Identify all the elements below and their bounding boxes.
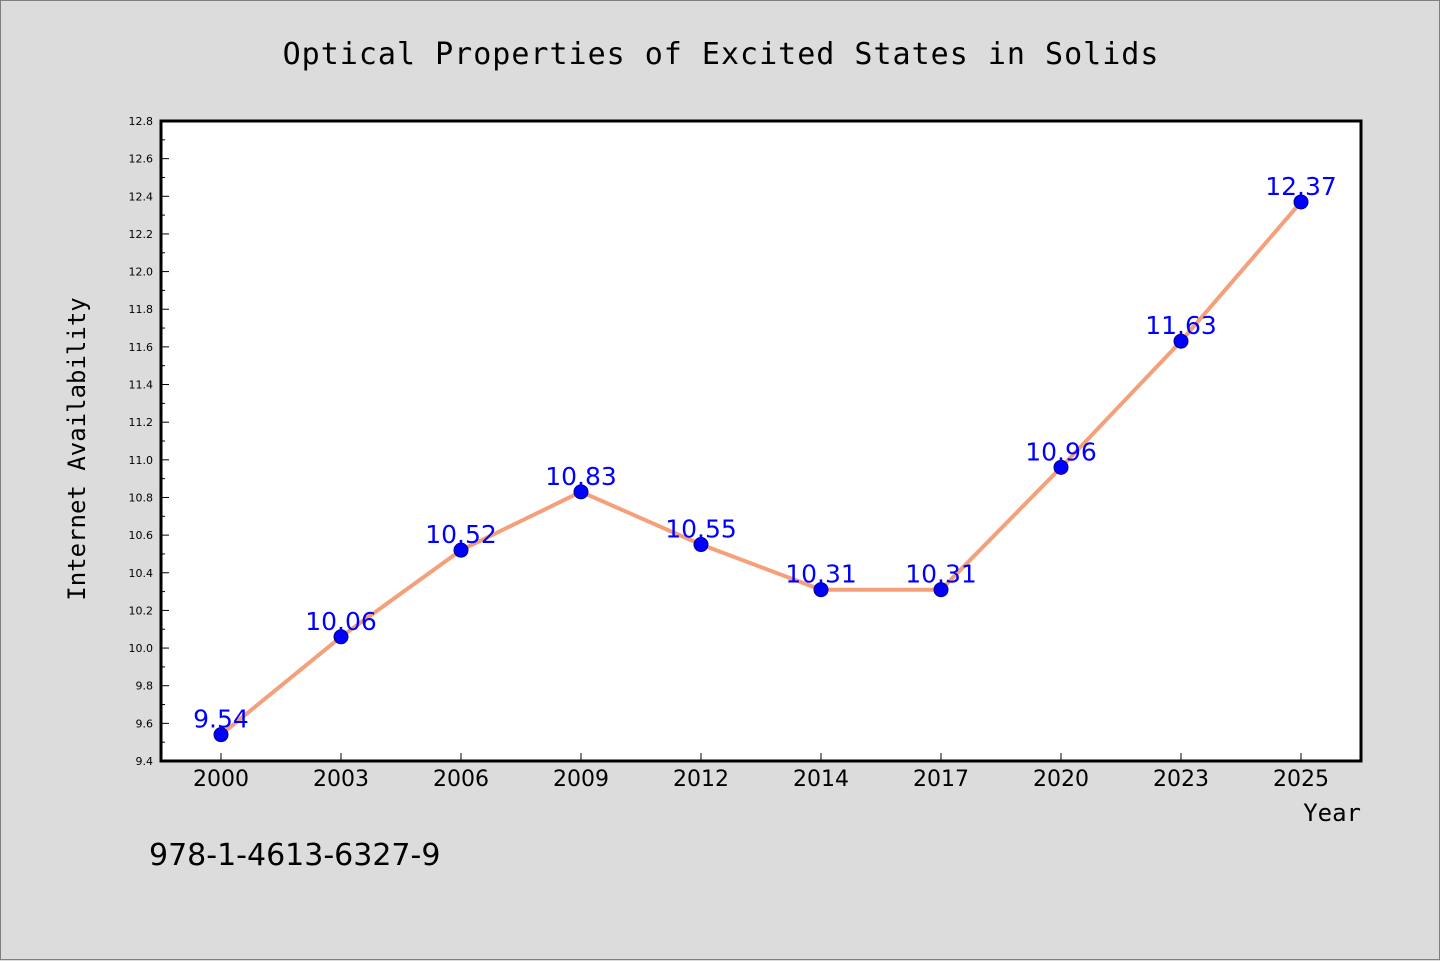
data-label: 9.54 — [193, 705, 249, 734]
y-tick-label: 12.8 — [129, 115, 154, 128]
y-tick-label: 10.2 — [129, 604, 154, 617]
data-point — [573, 484, 589, 500]
data-point — [213, 727, 229, 743]
data-label: 10.83 — [545, 462, 617, 491]
data-label: 11.63 — [1145, 311, 1217, 340]
y-tick-label: 12.6 — [129, 153, 154, 166]
isbn-number: 978-1-4613-6327-9 — [149, 838, 440, 873]
data-label: 10.06 — [305, 607, 377, 636]
y-tick-label: 12.0 — [129, 266, 154, 279]
y-axis-label: Internet Availability — [63, 297, 91, 600]
data-labels: 9.54 10.06 10.52 10.83 10.55 10.31 10.31 10.96 1… — [193, 172, 1337, 734]
chart-title: Optical Properties of Excited States in … — [283, 37, 1160, 72]
series-line — [219, 200, 1303, 737]
series-layer — [213, 194, 1309, 743]
y-tick-label: 12.2 — [129, 228, 154, 241]
y-tick-label: 11.0 — [129, 454, 154, 467]
x-tick-label: 2012 — [673, 767, 729, 792]
data-label: 10.31 — [785, 560, 857, 589]
y-tick-label: 11.4 — [129, 379, 154, 392]
x-tick-label: 2025 — [1273, 767, 1329, 792]
plot-area — [159, 119, 1363, 763]
data-label: 10.55 — [665, 515, 737, 544]
data-point — [453, 542, 469, 558]
x-tick-label: 2009 — [553, 767, 609, 792]
x-axis-ticks: 2000 2003 2006 2009 2012 2014 2017 2020 2023 2025 — [193, 753, 1329, 792]
y-tick-label: 12.4 — [129, 190, 154, 203]
data-point — [1293, 194, 1309, 210]
data-point — [1053, 459, 1069, 475]
data-label: 10.96 — [1025, 437, 1097, 466]
y-tick-label: 10.6 — [129, 529, 154, 542]
x-tick-label: 2023 — [1153, 767, 1209, 792]
y-tick-label: 11.2 — [129, 416, 154, 429]
y-tick-label: 10.4 — [129, 567, 154, 580]
x-tick-label: 2003 — [313, 767, 369, 792]
y-tick-label: 10.0 — [129, 642, 154, 655]
data-point — [693, 537, 709, 553]
x-tick-label: 2000 — [193, 767, 249, 792]
data-label: 10.31 — [905, 560, 977, 589]
x-axis-label: Year — [1303, 799, 1361, 827]
y-tick-label: 9.4 — [136, 755, 154, 768]
x-tick-label: 2020 — [1033, 767, 1089, 792]
data-point — [813, 582, 829, 598]
data-point — [333, 629, 349, 645]
data-point — [1173, 333, 1189, 349]
y-tick-label: 9.6 — [136, 717, 154, 730]
y-tick-label: 11.8 — [129, 303, 154, 316]
y-axis-ticks: 9.4 9.6 9.8 10.0 10.2 10.4 10.6 10.8 11.0 11.2 11.… — [129, 115, 169, 768]
data-label: 12.37 — [1265, 172, 1337, 201]
y-tick-label: 10.8 — [129, 491, 154, 504]
x-tick-label: 2014 — [793, 767, 849, 792]
x-tick-label: 2006 — [433, 767, 489, 792]
y-tick-label: 9.8 — [136, 680, 154, 693]
data-label: 10.52 — [425, 520, 497, 549]
y-tick-label: 11.6 — [129, 341, 154, 354]
x-tick-label: 2017 — [913, 767, 969, 792]
data-point — [933, 582, 949, 598]
